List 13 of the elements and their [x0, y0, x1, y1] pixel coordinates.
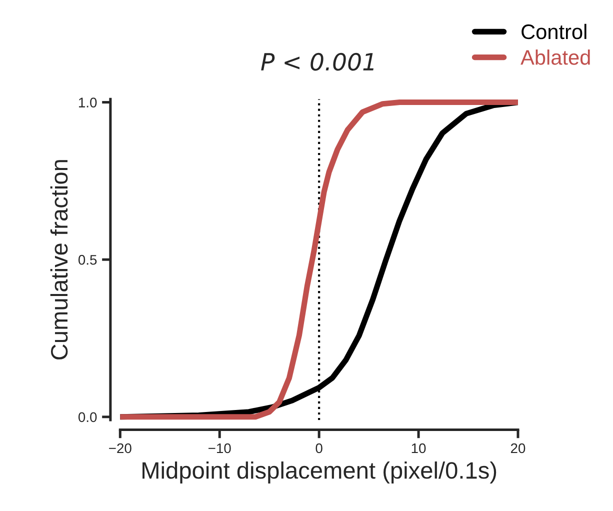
x-tick-label: 20	[510, 443, 526, 454]
y-axis-title: Cumulative fraction	[50, 160, 68, 360]
y-tick-label: 0.0	[78, 412, 97, 422]
x-tick-label: 0	[316, 443, 322, 454]
x-tick-label: −10	[208, 443, 231, 454]
y-tick-label: 1.0	[78, 98, 97, 108]
x-tick-label: 10	[412, 443, 426, 454]
legend-label: Ablated	[520, 50, 590, 65]
x-axis-title: Midpoint displacement (pixel/0.1s)	[142, 461, 496, 484]
legend-label: Control	[522, 24, 586, 40]
text: P < 0.001	[261, 52, 374, 71]
x-tick-label: −20	[109, 443, 132, 454]
y-tick-label: 0.5	[78, 254, 97, 265]
